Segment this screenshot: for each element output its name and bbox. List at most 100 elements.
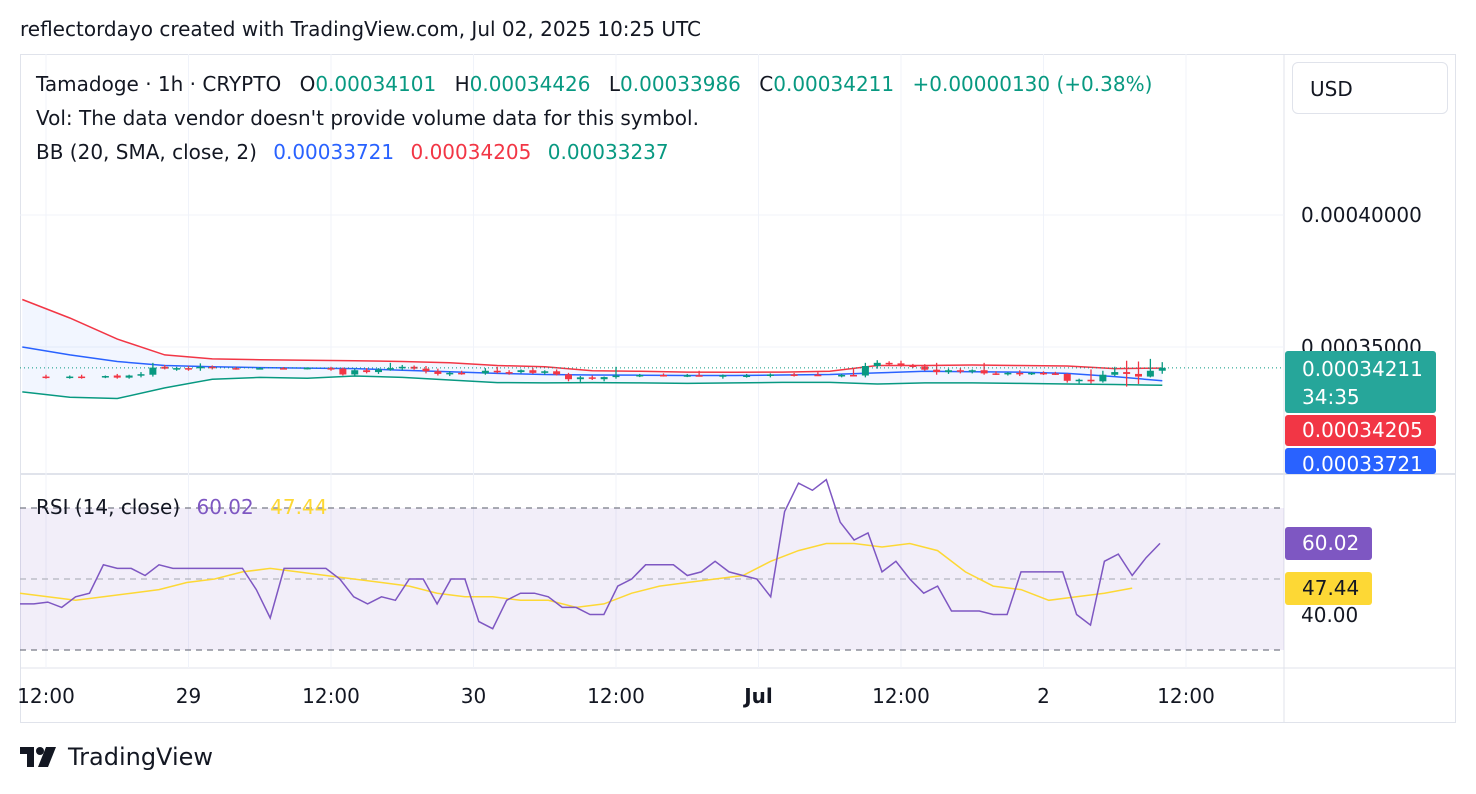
candle-body xyxy=(541,371,549,373)
change-value: +0.00000130 (+0.38%) xyxy=(912,72,1153,96)
bb-band-fill xyxy=(22,299,1163,399)
candle-body xyxy=(529,370,537,373)
chart-frame xyxy=(20,54,1456,723)
candle-body xyxy=(446,372,454,375)
candle-body xyxy=(814,374,822,377)
candle-body xyxy=(125,375,133,378)
volume-notice: Vol: The data vendor doesn't provide vol… xyxy=(36,106,699,130)
rsi-legend: RSI (14, close) 60.02 47.44 xyxy=(36,495,327,519)
last-price-value: 0.00034211 xyxy=(1302,357,1423,381)
candle-body xyxy=(1028,372,1036,375)
candle-body xyxy=(66,376,74,379)
time-tick-label: 12:00 xyxy=(17,684,75,708)
rsi-ma-badge: 47.44 xyxy=(1285,572,1372,605)
candle-body xyxy=(719,375,727,377)
candle-body xyxy=(1063,373,1071,381)
candle-body xyxy=(1040,372,1047,375)
open-label: O xyxy=(299,72,316,96)
candle-body xyxy=(1004,372,1012,375)
bb-upper-value: 0.00034205 xyxy=(410,140,532,164)
candle-body xyxy=(1146,370,1154,377)
time-tick-label: 12:00 xyxy=(872,684,930,708)
currency-button[interactable]: USD xyxy=(1292,62,1448,114)
candle-body xyxy=(992,373,1000,375)
candle-body xyxy=(256,368,264,370)
candle-body xyxy=(1075,379,1083,382)
candle-body xyxy=(695,375,703,377)
candle-body xyxy=(375,369,382,373)
candle-body xyxy=(766,374,774,376)
candle-body xyxy=(101,376,109,378)
candle-body xyxy=(363,370,371,373)
rsi-badge: 60.02 xyxy=(1285,527,1372,560)
time-tick-label: 12:00 xyxy=(1157,684,1215,708)
candle-body xyxy=(897,363,905,366)
candle-body xyxy=(113,375,121,378)
candle-body xyxy=(398,366,406,369)
low-value: 0.00033986 xyxy=(620,72,741,96)
candle-body xyxy=(458,372,466,375)
candle-body xyxy=(850,374,857,377)
rsi-legend-value: 60.02 xyxy=(196,495,254,519)
bb-basis-value: 0.00033721 xyxy=(273,140,395,164)
candle-body xyxy=(980,370,988,374)
candle-body xyxy=(838,374,846,377)
candle-body xyxy=(1158,367,1166,371)
candle-body xyxy=(1135,373,1142,377)
high-value: 0.00034426 xyxy=(469,72,591,96)
candle-body xyxy=(232,368,240,370)
bb-label[interactable]: BB (20, SMA, close, 2) xyxy=(36,140,257,164)
candle-body xyxy=(517,370,525,373)
candle-body xyxy=(78,376,86,379)
candle-body xyxy=(481,370,489,374)
tradingview-logo-icon xyxy=(20,747,56,767)
rsi-ma-legend-value: 47.44 xyxy=(270,495,328,519)
candle-body xyxy=(861,366,869,376)
candle-body xyxy=(600,377,608,380)
bb-upper-badge: 0.00034205 xyxy=(1285,415,1436,446)
candle-body xyxy=(505,372,513,374)
candle-body xyxy=(42,376,50,379)
candle-body xyxy=(588,377,596,379)
time-tick-label: 2 xyxy=(1037,684,1050,708)
open-value: 0.00034101 xyxy=(315,72,437,96)
candle-body xyxy=(434,371,442,374)
time-tick-label: 12:00 xyxy=(302,684,360,708)
symbol-title[interactable]: Tamadoge · 1h · CRYPTO xyxy=(36,72,282,96)
bb-upper-line xyxy=(22,298,1163,374)
candle-body xyxy=(576,377,584,380)
candle-body xyxy=(351,370,359,375)
candle-body xyxy=(790,374,798,376)
candle-body xyxy=(410,366,418,369)
candle-body xyxy=(493,370,501,373)
close-label: C xyxy=(759,72,774,96)
chart-caption: reflectordayo created with TradingView.c… xyxy=(20,17,701,41)
candle-body xyxy=(636,374,644,377)
candle-body xyxy=(1016,372,1024,375)
price-tick-label: 0.00040000 xyxy=(1301,203,1422,227)
candle-body xyxy=(968,370,976,372)
candle-body xyxy=(873,362,881,367)
candle-body xyxy=(1111,372,1119,375)
bb-basis-badge: 0.00033721 xyxy=(1285,448,1436,474)
candle-body xyxy=(565,374,572,380)
candle-body xyxy=(149,367,157,375)
candle-body xyxy=(553,371,561,375)
candle-body xyxy=(1099,374,1107,382)
time-tick-label: Jul xyxy=(744,684,773,708)
time-tick-label: 12:00 xyxy=(587,684,645,708)
candle-body xyxy=(137,374,145,376)
candle-body xyxy=(173,368,181,370)
candle-body xyxy=(683,375,691,377)
candle-body xyxy=(660,374,667,377)
bb-legend: BB (20, SMA, close, 2) 0.00033721 0.0003… xyxy=(36,140,669,164)
candle-body xyxy=(422,368,430,372)
rsi-label[interactable]: RSI (14, close) xyxy=(36,495,181,519)
candle-body xyxy=(280,368,287,370)
candle-body xyxy=(933,369,941,373)
candle-body xyxy=(185,368,192,370)
candle-body xyxy=(1123,372,1131,374)
bb-lower-value: 0.00033237 xyxy=(547,140,669,164)
candle-body xyxy=(386,368,394,370)
